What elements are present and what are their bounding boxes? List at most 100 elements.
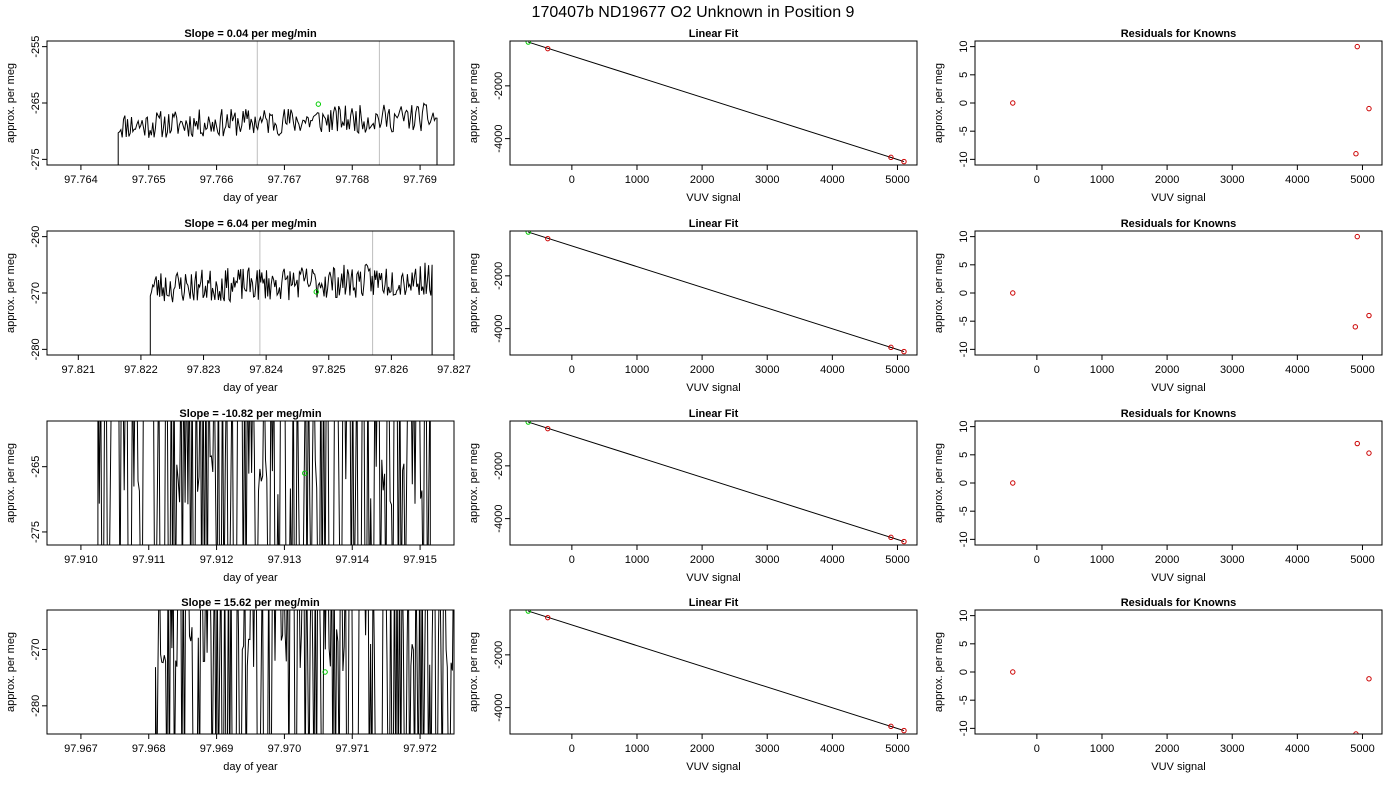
x-tick-label: 3000 <box>755 554 779 566</box>
known-point <box>545 614 551 621</box>
x-tick-label: 3000 <box>755 174 779 186</box>
ts-panel: Slope = 0.04 per meg/min 97.764 97.765 97.7… <box>5 28 455 204</box>
x-tick-label: 1000 <box>625 174 649 186</box>
x-tick-label: 3000 <box>1220 743 1244 755</box>
x-tick-label: 1000 <box>625 554 649 566</box>
unknown-point <box>322 669 328 675</box>
x-axis-label: VUV signal <box>686 572 740 584</box>
x-tick-label: 5000 <box>885 174 909 186</box>
y-tick-label: -4000 <box>493 694 505 722</box>
y-tick-label: -10 <box>958 151 970 167</box>
y-tick-label: -275 <box>30 521 42 543</box>
x-axis-label: VUV signal <box>1151 761 1205 773</box>
y-tick-label: -4000 <box>493 505 505 533</box>
x-axis-label: VUV signal <box>686 382 740 394</box>
panel-frame <box>509 230 918 356</box>
x-tick-label: 0 <box>1034 743 1040 755</box>
y-axis-label: approx. per meg <box>468 443 480 523</box>
x-tick-label: 2000 <box>690 743 714 755</box>
y-axis-label: approx. per meg <box>5 63 17 143</box>
panel-frame <box>974 420 1383 546</box>
x-tick-label: 1000 <box>1090 364 1114 376</box>
plot-area <box>525 610 907 734</box>
fit-panel: Linear Fit 0 1000 2000 3000 4000 5000 -2000 -400… <box>468 597 918 773</box>
x-tick-label: 97.827 <box>437 364 471 376</box>
plot-area <box>1010 440 1372 486</box>
standard-point <box>525 231 531 235</box>
y-axis-label: approx. per meg <box>468 632 480 712</box>
x-tick-label: 97.823 <box>187 364 221 376</box>
main-title: 170407b ND19677 O2 Unknown in Position 9 <box>532 4 855 21</box>
panel-title: Residuals for Knowns <box>1121 408 1237 420</box>
panel-title: Residuals for Knowns <box>1121 28 1237 40</box>
x-tick-label: 97.912 <box>200 554 234 566</box>
panel-frame <box>46 609 455 735</box>
plot-area <box>97 421 431 545</box>
fit-line <box>528 421 905 543</box>
standard-point <box>525 610 531 614</box>
panel-title: Linear Fit <box>689 28 739 40</box>
panel-frame <box>46 40 455 166</box>
y-tick-label: -10 <box>958 720 970 736</box>
known-point <box>901 727 907 734</box>
unknown-point <box>313 289 319 295</box>
y-tick-label: -4000 <box>493 125 505 153</box>
residual-point <box>1010 290 1016 296</box>
known-point <box>901 158 907 165</box>
known-point <box>888 723 894 730</box>
panel-frame <box>974 230 1383 356</box>
panel-title: Residuals for Knowns <box>1121 597 1237 609</box>
unknown-point <box>315 101 322 107</box>
x-tick-label: 2000 <box>1155 174 1179 186</box>
plot-area <box>149 231 433 355</box>
x-axis-label: day of year <box>223 572 278 584</box>
series-line <box>97 421 431 545</box>
y-tick-label: 0 <box>958 290 970 296</box>
x-tick-label: 0 <box>569 554 575 566</box>
x-tick-label: 97.911 <box>132 554 165 566</box>
x-tick-label: 0 <box>569 743 575 755</box>
y-tick-label: 5 <box>958 641 970 647</box>
standard-point <box>525 41 531 45</box>
y-tick-label: 5 <box>958 452 970 458</box>
x-tick-label: 4000 <box>1285 554 1309 566</box>
y-tick-label: -2000 <box>493 452 505 480</box>
panel-title: Slope = 6.04 per meg/min <box>184 218 317 230</box>
y-tick-label: 0 <box>958 480 970 486</box>
x-tick-label: 97.767 <box>268 174 302 186</box>
y-tick-label: -10 <box>958 531 970 547</box>
x-tick-label: 0 <box>1034 174 1040 186</box>
y-tick-label: -265 <box>30 456 42 478</box>
y-tick-label: -5 <box>958 126 970 136</box>
y-tick-label: -270 <box>30 638 42 660</box>
y-tick-label: 10 <box>958 610 970 622</box>
x-tick-label: 97.972 <box>403 743 437 755</box>
residual-point <box>1366 676 1372 682</box>
residual-point <box>1010 100 1016 106</box>
x-tick-label: 1000 <box>625 743 649 755</box>
x-axis-label: day of year <box>223 382 278 394</box>
y-tick-label: -5 <box>958 316 970 326</box>
x-tick-label: 5000 <box>1350 554 1374 566</box>
x-tick-label: 5000 <box>1350 364 1374 376</box>
plot-area <box>117 41 438 165</box>
known-point <box>888 534 894 541</box>
x-tick-label: 97.826 <box>375 364 409 376</box>
panel-title: Linear Fit <box>689 597 739 609</box>
x-tick-label: 97.765 <box>132 174 166 186</box>
x-tick-label: 97.915 <box>403 554 437 566</box>
res-panel: Residuals for Knowns 0 1000 2000 3000 4000 500… <box>933 218 1383 394</box>
y-tick-label: -10 <box>958 341 970 357</box>
ts-panel: Slope = 15.62 per meg/min 97.967 97.968 97.… <box>5 597 455 773</box>
ts-panel: Slope = 6.04 per meg/min 97.821 97.822 97.8… <box>5 218 471 394</box>
y-axis-label: approx. per meg <box>933 632 945 712</box>
x-tick-label: 3000 <box>1220 364 1244 376</box>
x-axis-label: day of year <box>223 761 278 773</box>
x-tick-label: 2000 <box>1155 364 1179 376</box>
x-tick-label: 2000 <box>690 364 714 376</box>
x-tick-label: 2000 <box>690 554 714 566</box>
panel-frame <box>46 420 455 546</box>
x-tick-label: 97.913 <box>268 554 302 566</box>
y-tick-label: 5 <box>958 262 970 268</box>
x-tick-label: 5000 <box>885 364 909 376</box>
